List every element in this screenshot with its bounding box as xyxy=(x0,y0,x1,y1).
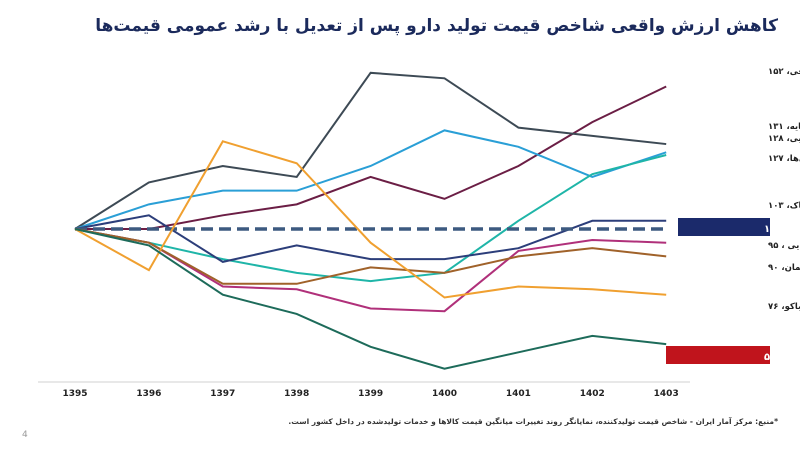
label-highlight xyxy=(666,346,770,364)
x-tick-label: 1402 xyxy=(580,389,605,399)
series-label: ساخت محصولات دارویی، ۵۸ xyxy=(764,352,800,363)
page-number: 4 xyxy=(22,430,28,440)
x-tick-label: 1403 xyxy=(654,389,679,399)
series-line xyxy=(74,154,667,283)
series-label: ساخت انواع آشامیدنی‌ها، ۱۲۷ xyxy=(768,152,800,164)
x-tick-label: 1398 xyxy=(284,389,309,399)
x-tick-label: 1397 xyxy=(210,389,235,399)
source-note: *منبع: مرکز آمار ایران - شاخص قیمت تولید… xyxy=(288,417,778,426)
x-tick-label: 1401 xyxy=(506,389,531,399)
series-label: کل بخش صنعت، ۱۰۰ xyxy=(764,224,800,235)
x-tick-label: 1399 xyxy=(358,389,383,399)
series-label: ساخت فراورده‌های شیمیایی، ۱۲۸ xyxy=(768,134,800,144)
series-line xyxy=(75,85,667,230)
x-tick-label: 1396 xyxy=(136,389,161,399)
series-line xyxy=(74,129,667,230)
chart-title: کاهش ارزش واقعی شاخص قیمت تولید دارو پس … xyxy=(95,16,778,36)
series-label: ساخت پوشاک، ۱۰۳ xyxy=(768,201,800,211)
x-tick-label: 1395 xyxy=(62,389,87,399)
series-label: ساخت تجهیزات برقی، ۱۵۲ xyxy=(768,67,800,77)
series-label: ساخت فلزات پایه، ۱۳۱ xyxy=(768,122,800,132)
label-highlight xyxy=(678,218,770,236)
series-line xyxy=(74,140,667,299)
series-label: ساخت مبلمان، ۹۰ xyxy=(768,263,800,273)
series-line xyxy=(74,228,667,285)
series-label: ساخت محصولات غذایی ، ۹۵ xyxy=(768,241,800,251)
x-tick-label: 1400 xyxy=(432,389,457,399)
series-line xyxy=(74,228,667,370)
series-label: ساخت فراورده‌های توتون و تنباکو، ۷۶ xyxy=(768,302,800,312)
series-line xyxy=(74,71,667,230)
